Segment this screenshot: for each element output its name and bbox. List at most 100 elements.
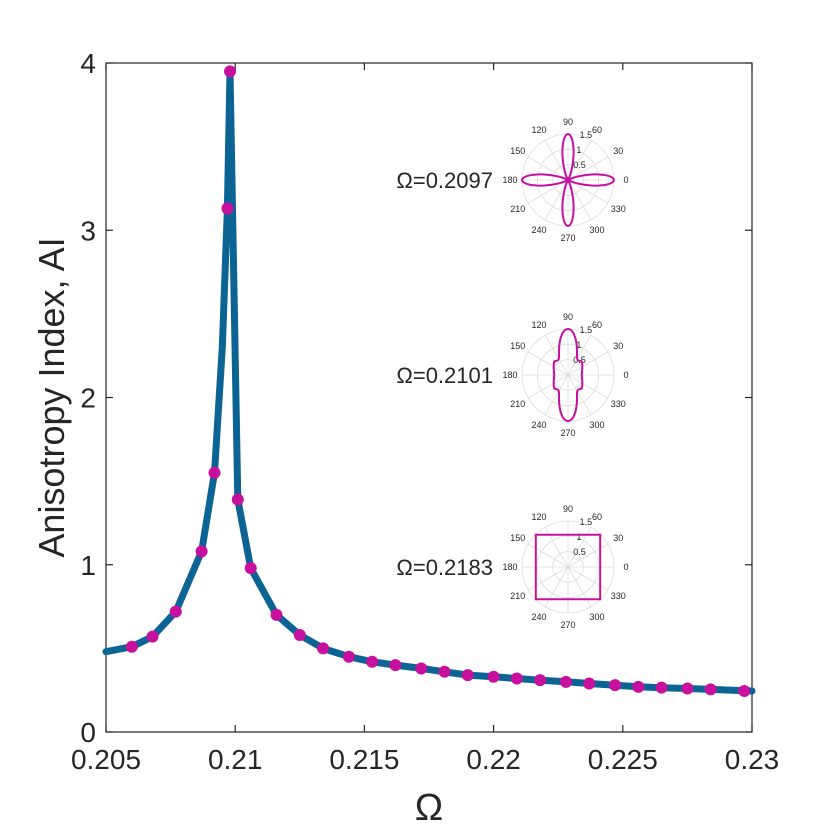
- polar-angle-label: 0: [623, 175, 628, 185]
- data-point: [655, 681, 668, 694]
- polar-radius-label: 0.5: [573, 160, 586, 170]
- polar-angle-label: 30: [613, 533, 623, 543]
- polar-angle-label: 180: [502, 562, 517, 572]
- polar-spoke: [527, 543, 569, 568]
- data-point: [583, 677, 596, 690]
- polar-spoke: [567, 179, 609, 204]
- polar-angle-label: 90: [563, 117, 573, 127]
- polar-spoke: [567, 139, 592, 181]
- polar-curve: [534, 533, 602, 601]
- polar-radius-label: 1.5: [580, 130, 593, 140]
- data-point: [681, 682, 694, 695]
- polar-inset: 03060901201501802102402703003300.511.5Ω=…: [396, 312, 628, 438]
- data-point: [221, 202, 234, 215]
- polar-angle-label: 270: [560, 428, 575, 438]
- polar-radius-label: 1: [576, 145, 581, 155]
- polar-angle-label: 240: [531, 420, 546, 430]
- polar-angle-label: 210: [510, 399, 525, 409]
- data-point: [146, 630, 159, 643]
- polar-spoke: [544, 179, 569, 221]
- polar-spoke: [527, 351, 569, 376]
- polar-angle-label: 30: [613, 341, 623, 351]
- data-point: [317, 642, 330, 655]
- polar-angle-label: 270: [560, 233, 575, 243]
- x-axis-title: Ω: [415, 787, 443, 829]
- polar-curve: [520, 132, 615, 228]
- polar-angle-label: 60: [592, 512, 602, 522]
- polar-angle-label: 90: [563, 504, 573, 514]
- polar-spoke: [527, 566, 569, 591]
- data-point: [632, 680, 645, 693]
- data-point: [510, 672, 523, 685]
- polar-angle-label: 0: [623, 562, 628, 572]
- polar-spoke: [567, 156, 609, 181]
- polar-angle-label: 270: [560, 620, 575, 630]
- polar-spoke: [544, 526, 569, 568]
- polar-angle-label: 120: [531, 320, 546, 330]
- polar-angle-label: 120: [531, 125, 546, 135]
- data-point: [438, 665, 451, 678]
- polar-angle-label: 240: [531, 225, 546, 235]
- polar-angle-label: 0: [623, 370, 628, 380]
- polar-radius-label: 1.5: [580, 517, 593, 527]
- polar-angle-label: 150: [510, 341, 525, 351]
- data-point: [342, 650, 355, 663]
- polar-radius-label: 1: [576, 340, 581, 350]
- axes: 0.205 0.21 0.215 0.22 0.225 0.23 0 1 2 3 4: [71, 48, 779, 775]
- data-point: [244, 562, 257, 575]
- polar-angle-label: 120: [531, 512, 546, 522]
- polar-spoke: [544, 374, 569, 416]
- polar-angle-label: 150: [510, 533, 525, 543]
- polar-angle-label: 210: [510, 204, 525, 214]
- data-point: [293, 628, 306, 641]
- polar-spoke: [567, 179, 592, 221]
- inset-label: Ω=0.2183: [396, 555, 493, 580]
- polar-angle-label: 330: [611, 204, 626, 214]
- polar-spoke: [567, 374, 592, 416]
- polar-angle-label: 210: [510, 591, 525, 601]
- polar-angle-label: 240: [531, 612, 546, 622]
- polar-angle-label: 300: [589, 612, 604, 622]
- polar-spoke: [527, 374, 569, 399]
- polar-radius-label: 1: [576, 532, 581, 542]
- polar-angle-label: 90: [563, 312, 573, 322]
- data-point: [487, 670, 500, 683]
- data-point: [534, 674, 547, 687]
- polar-insets: 03060901201501802102402703003300.511.5Ω=…: [396, 117, 628, 630]
- x-tick-label: 0.225: [588, 744, 658, 775]
- polar-angle-label: 60: [592, 125, 602, 135]
- polar-spoke: [544, 566, 569, 608]
- x-tick-label: 0.215: [329, 744, 399, 775]
- polar-spoke: [567, 566, 592, 608]
- data-point: [389, 659, 402, 672]
- polar-angle-label: 330: [611, 399, 626, 409]
- y-axis-title: Anisotropy Index, AI: [31, 237, 72, 557]
- data-point: [195, 545, 208, 558]
- data-point: [609, 679, 622, 692]
- data-point: [704, 683, 717, 696]
- polar-radius-label: 0.5: [573, 547, 586, 557]
- data-point: [366, 655, 379, 668]
- y-tick-label: 0: [80, 717, 96, 748]
- inset-label: Ω=0.2101: [396, 363, 493, 388]
- polar-inset: 03060901201501802102402703003300.511.5Ω=…: [396, 504, 628, 630]
- y-tick-label: 4: [80, 48, 96, 79]
- data-point: [208, 466, 221, 479]
- data-point: [224, 65, 237, 78]
- x-tick-label: 0.21: [208, 744, 263, 775]
- data-point: [125, 640, 138, 653]
- polar-curve: [552, 327, 584, 423]
- polar-spoke: [567, 566, 609, 591]
- y-tick-label: 2: [80, 383, 96, 414]
- data-point: [169, 605, 182, 618]
- axes-box: [105, 62, 753, 733]
- polar-spoke: [567, 374, 609, 399]
- x-tick-label: 0.23: [725, 744, 780, 775]
- data-point: [559, 675, 572, 688]
- data-point: [270, 608, 283, 621]
- x-tick-label: 0.205: [71, 744, 141, 775]
- data-point: [231, 493, 244, 506]
- y-tick-label: 3: [80, 215, 96, 246]
- polar-spoke: [544, 139, 569, 181]
